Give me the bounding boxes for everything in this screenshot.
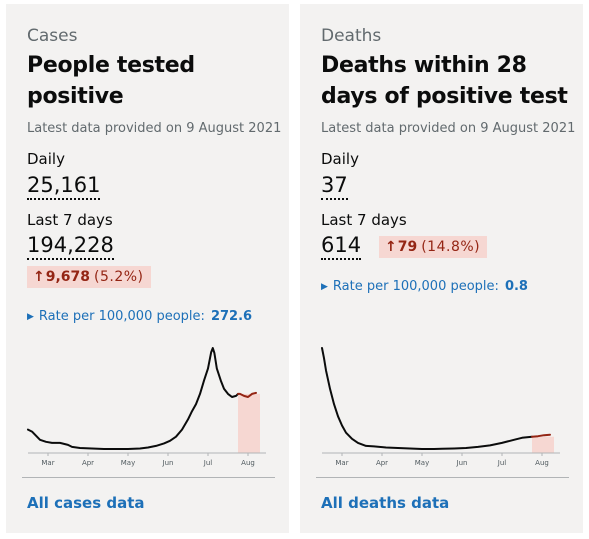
cases-change-value: 9,678 xyxy=(45,269,91,285)
cases-rate-value: 272.6 xyxy=(210,309,253,324)
cases-rate-toggle[interactable]: ▶ Rate per 100,000 people: 272.6 xyxy=(27,309,252,324)
cases-week-value[interactable]: 194,228 xyxy=(27,233,114,260)
arrow-up-icon: ↑ xyxy=(33,269,45,285)
deaths-change-percent: (14.8%) xyxy=(421,239,481,255)
deaths-week-label: Last 7 days xyxy=(321,211,407,229)
deaths-tick-label: Jun xyxy=(456,459,468,467)
all-deaths-link[interactable]: All deaths data xyxy=(321,494,450,512)
cases-tick-label: Apr xyxy=(82,459,94,467)
cases-rate-label: Rate per 100,000 people: xyxy=(38,309,205,324)
deaths-rate-label: Rate per 100,000 people: xyxy=(332,279,499,294)
deaths-tick-label: Jul xyxy=(497,459,507,467)
all-cases-link[interactable]: All cases data xyxy=(27,494,145,512)
deaths-daily-label: Daily xyxy=(321,150,359,168)
cases-chart: Mar Apr May Jun Jul Aug xyxy=(27,347,266,467)
cases-caption: Cases xyxy=(27,26,78,46)
cases-recent-shade xyxy=(238,393,260,453)
cases-tick-label: Jun xyxy=(162,459,174,467)
cases-tick-label: May xyxy=(121,459,135,467)
deaths-caption: Deaths xyxy=(321,26,382,46)
cases-series-line xyxy=(27,347,239,450)
triangle-right-icon: ▶ xyxy=(321,282,328,292)
deaths-recent-line xyxy=(531,433,551,438)
cases-recent-line xyxy=(237,391,257,398)
deaths-card: Deaths Deaths within 28 days of positive… xyxy=(300,4,583,533)
deaths-tick-label: Aug xyxy=(535,459,549,467)
arrow-up-icon: ↑ xyxy=(385,239,397,255)
triangle-right-icon: ▶ xyxy=(27,312,34,322)
cases-title: People tested positive xyxy=(27,53,195,109)
deaths-tick-label: Apr xyxy=(376,459,388,467)
cases-updated: Latest data provided on 9 August 2021 xyxy=(27,121,282,136)
deaths-tick-label: Mar xyxy=(335,459,348,467)
deaths-rate-toggle[interactable]: ▶ Rate per 100,000 people: 0.8 xyxy=(321,279,528,294)
deaths-change-badge: ↑79 (14.8%) xyxy=(379,236,488,258)
deaths-title: Deaths within 28 days of positive test xyxy=(321,53,568,109)
cases-daily-label: Daily xyxy=(27,150,65,168)
deaths-change-value: 79 xyxy=(397,239,418,255)
cases-change-percent: (5.2%) xyxy=(94,269,144,285)
cases-tick-label: Aug xyxy=(241,459,255,467)
cases-change-badge: ↑9,678 (5.2%) xyxy=(27,266,151,288)
cases-daily-value[interactable]: 25,161 xyxy=(27,173,101,200)
cases-week-label: Last 7 days xyxy=(27,211,113,229)
cases-card: Cases People tested positive Latest data… xyxy=(6,4,289,533)
deaths-divider xyxy=(316,477,569,478)
deaths-series-line xyxy=(321,347,533,450)
cases-tick-label: Mar xyxy=(41,459,54,467)
deaths-daily-value[interactable]: 37 xyxy=(321,173,348,200)
cases-divider xyxy=(22,477,275,478)
deaths-recent-shade xyxy=(532,436,554,453)
deaths-updated: Latest data provided on 9 August 2021 xyxy=(321,121,576,136)
deaths-tick-label: May xyxy=(415,459,429,467)
deaths-chart: Mar Apr May Jun Jul Aug xyxy=(321,347,560,467)
deaths-week-value[interactable]: 614 xyxy=(321,233,362,260)
deaths-rate-value: 0.8 xyxy=(504,279,528,294)
cases-tick-label: Jul xyxy=(203,459,213,467)
